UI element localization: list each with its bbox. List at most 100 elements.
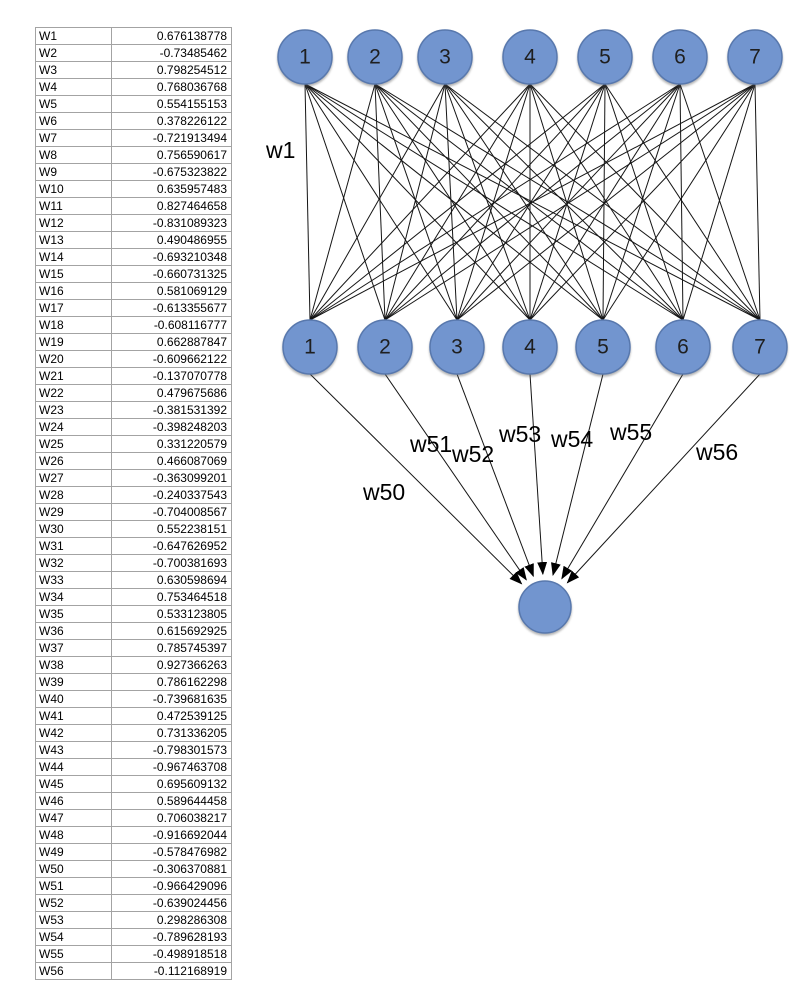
weight-value-cell[interactable]: 0.756590617	[112, 147, 232, 164]
weight-value-cell[interactable]: 0.630598694	[112, 572, 232, 589]
weight-name-cell[interactable]: W48	[36, 827, 112, 844]
weight-value-cell[interactable]: -0.700381693	[112, 555, 232, 572]
hidden-node-1[interactable]	[282, 319, 338, 375]
weight-value-cell[interactable]: 0.615692925	[112, 623, 232, 640]
weight-name-cell[interactable]: W4	[36, 79, 112, 96]
weight-name-cell[interactable]: W33	[36, 572, 112, 589]
input-node-2[interactable]	[347, 29, 403, 85]
weight-value-cell[interactable]: -0.608116777	[112, 317, 232, 334]
weight-name-cell[interactable]: W12	[36, 215, 112, 232]
weight-value-cell[interactable]: -0.240337543	[112, 487, 232, 504]
weight-name-cell[interactable]: W45	[36, 776, 112, 793]
weight-value-cell[interactable]: 0.331220579	[112, 436, 232, 453]
weight-name-cell[interactable]: W54	[36, 929, 112, 946]
weight-value-cell[interactable]: 0.298286308	[112, 912, 232, 929]
weight-name-cell[interactable]: W16	[36, 283, 112, 300]
weight-value-cell[interactable]: 0.635957483	[112, 181, 232, 198]
weight-value-cell[interactable]: 0.662887847	[112, 334, 232, 351]
weight-name-cell[interactable]: W46	[36, 793, 112, 810]
weight-name-cell[interactable]: W24	[36, 419, 112, 436]
hidden-node-6[interactable]	[655, 319, 711, 375]
weight-value-cell[interactable]: -0.613355677	[112, 300, 232, 317]
hidden-node-2[interactable]	[357, 319, 413, 375]
weight-name-cell[interactable]: W22	[36, 385, 112, 402]
weight-name-cell[interactable]: W19	[36, 334, 112, 351]
weight-name-cell[interactable]: W50	[36, 861, 112, 878]
weight-value-cell[interactable]: -0.381531392	[112, 402, 232, 419]
weight-value-cell[interactable]: -0.398248203	[112, 419, 232, 436]
weight-value-cell[interactable]: 0.479675686	[112, 385, 232, 402]
weight-name-cell[interactable]: W18	[36, 317, 112, 334]
weight-name-cell[interactable]: W37	[36, 640, 112, 657]
weight-value-cell[interactable]: -0.798301573	[112, 742, 232, 759]
weight-value-cell[interactable]: -0.306370881	[112, 861, 232, 878]
weight-value-cell[interactable]: -0.831089323	[112, 215, 232, 232]
weight-name-cell[interactable]: W28	[36, 487, 112, 504]
weight-value-cell[interactable]: 0.466087069	[112, 453, 232, 470]
input-node-3[interactable]	[417, 29, 473, 85]
weight-value-cell[interactable]: 0.676138778	[112, 28, 232, 45]
hidden-node-7[interactable]	[732, 319, 788, 375]
weight-name-cell[interactable]: W42	[36, 725, 112, 742]
weight-name-cell[interactable]: W41	[36, 708, 112, 725]
input-node-5[interactable]	[577, 29, 633, 85]
weight-value-cell[interactable]: -0.660731325	[112, 266, 232, 283]
weight-value-cell[interactable]: 0.786162298	[112, 674, 232, 691]
weight-name-cell[interactable]: W6	[36, 113, 112, 130]
hidden-node-3[interactable]	[429, 319, 485, 375]
weight-name-cell[interactable]: W35	[36, 606, 112, 623]
output-node[interactable]	[518, 580, 572, 634]
weight-name-cell[interactable]: W56	[36, 963, 112, 980]
weight-value-cell[interactable]: -0.967463708	[112, 759, 232, 776]
weight-value-cell[interactable]: -0.739681635	[112, 691, 232, 708]
weight-value-cell[interactable]: -0.498918518	[112, 946, 232, 963]
weight-name-cell[interactable]: W17	[36, 300, 112, 317]
weight-name-cell[interactable]: W27	[36, 470, 112, 487]
weight-name-cell[interactable]: W9	[36, 164, 112, 181]
weight-name-cell[interactable]: W32	[36, 555, 112, 572]
weight-value-cell[interactable]: -0.609662122	[112, 351, 232, 368]
weight-name-cell[interactable]: W43	[36, 742, 112, 759]
weight-value-cell[interactable]: 0.589644458	[112, 793, 232, 810]
weight-value-cell[interactable]: 0.827464658	[112, 198, 232, 215]
weight-value-cell[interactable]: -0.363099201	[112, 470, 232, 487]
weight-value-cell[interactable]: 0.706038217	[112, 810, 232, 827]
weight-name-cell[interactable]: W44	[36, 759, 112, 776]
hidden-node-5[interactable]	[575, 319, 631, 375]
weight-value-cell[interactable]: -0.647626952	[112, 538, 232, 555]
weight-value-cell[interactable]: -0.112168919	[112, 963, 232, 980]
weight-value-cell[interactable]: 0.378226122	[112, 113, 232, 130]
weight-value-cell[interactable]: -0.137070778	[112, 368, 232, 385]
weight-value-cell[interactable]: -0.693210348	[112, 249, 232, 266]
weight-value-cell[interactable]: -0.639024456	[112, 895, 232, 912]
weight-value-cell[interactable]: 0.490486955	[112, 232, 232, 249]
weight-name-cell[interactable]: W49	[36, 844, 112, 861]
weight-value-cell[interactable]: -0.721913494	[112, 130, 232, 147]
weight-name-cell[interactable]: W52	[36, 895, 112, 912]
weight-value-cell[interactable]: -0.789628193	[112, 929, 232, 946]
weight-name-cell[interactable]: W53	[36, 912, 112, 929]
weight-value-cell[interactable]: 0.731336205	[112, 725, 232, 742]
weight-value-cell[interactable]: 0.554155153	[112, 96, 232, 113]
hidden-node-4[interactable]	[502, 319, 558, 375]
weight-name-cell[interactable]: W30	[36, 521, 112, 538]
weight-name-cell[interactable]: W2	[36, 45, 112, 62]
weight-value-cell[interactable]: 0.472539125	[112, 708, 232, 725]
weight-value-cell[interactable]: 0.533123805	[112, 606, 232, 623]
weight-name-cell[interactable]: W47	[36, 810, 112, 827]
weight-value-cell[interactable]: -0.675323822	[112, 164, 232, 181]
weight-value-cell[interactable]: 0.581069129	[112, 283, 232, 300]
weight-value-cell[interactable]: 0.695609132	[112, 776, 232, 793]
input-node-1[interactable]	[277, 29, 333, 85]
weight-value-cell[interactable]: 0.798254512	[112, 62, 232, 79]
weight-name-cell[interactable]: W55	[36, 946, 112, 963]
weight-name-cell[interactable]: W14	[36, 249, 112, 266]
input-node-4[interactable]	[502, 29, 558, 85]
weight-name-cell[interactable]: W31	[36, 538, 112, 555]
input-node-7[interactable]	[727, 29, 783, 85]
weight-name-cell[interactable]: W21	[36, 368, 112, 385]
weight-name-cell[interactable]: W13	[36, 232, 112, 249]
weight-name-cell[interactable]: W8	[36, 147, 112, 164]
weight-value-cell[interactable]: 0.768036768	[112, 79, 232, 96]
weight-name-cell[interactable]: W25	[36, 436, 112, 453]
